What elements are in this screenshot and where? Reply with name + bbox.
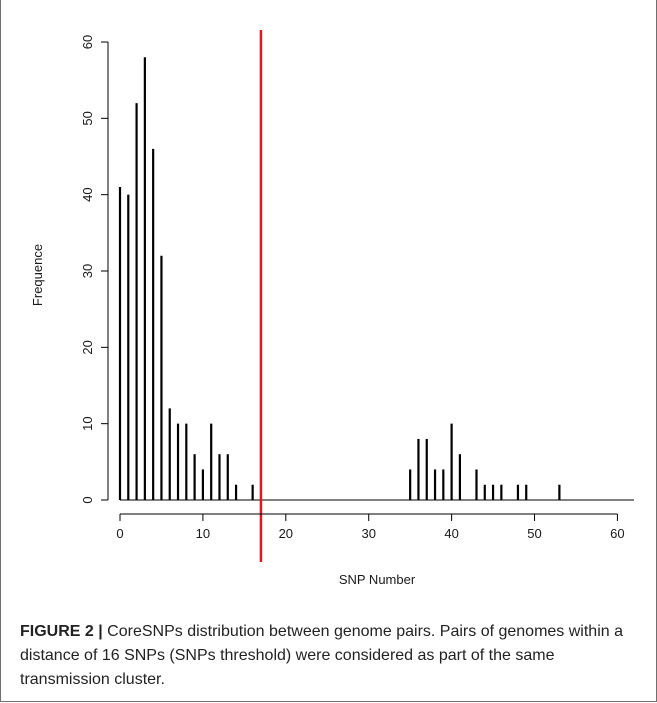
x-tick-label: 20 [279,526,293,541]
x-tick-label: 0 [116,526,123,541]
y-tick-label: 40 [80,187,95,201]
y-tick-label: 10 [80,416,95,430]
y-tick-label: 30 [80,264,95,278]
x-axis-label: SNP Number [339,572,416,587]
x-tick-label: 60 [610,526,624,541]
x-tick-label: 50 [527,526,541,541]
x-tick-label: 40 [444,526,458,541]
chart-svg: 0 10 20 30 40 50 60 SNP Number 0 10 20 30 40 50 60 Freq… [30,30,634,587]
chart: 0 10 20 30 40 50 60 SNP Number 0 10 20 30 40 50 60 Freq… [30,30,634,587]
caption-text: CoreSNPs distribution between genome pai… [20,623,623,688]
caption-label: FIGURE 2 | [20,623,103,640]
y-axis-label: Frequence [30,244,45,306]
x-tick-label: 10 [196,526,210,541]
y-tick-label: 50 [80,111,95,125]
figure-caption: FIGURE 2 | CoreSNPs distribution between… [20,620,645,692]
y-tick-label: 0 [80,496,95,503]
x-tick-label: 30 [361,526,375,541]
y-tick-label: 60 [80,35,95,49]
y-tick-label: 20 [80,340,95,354]
